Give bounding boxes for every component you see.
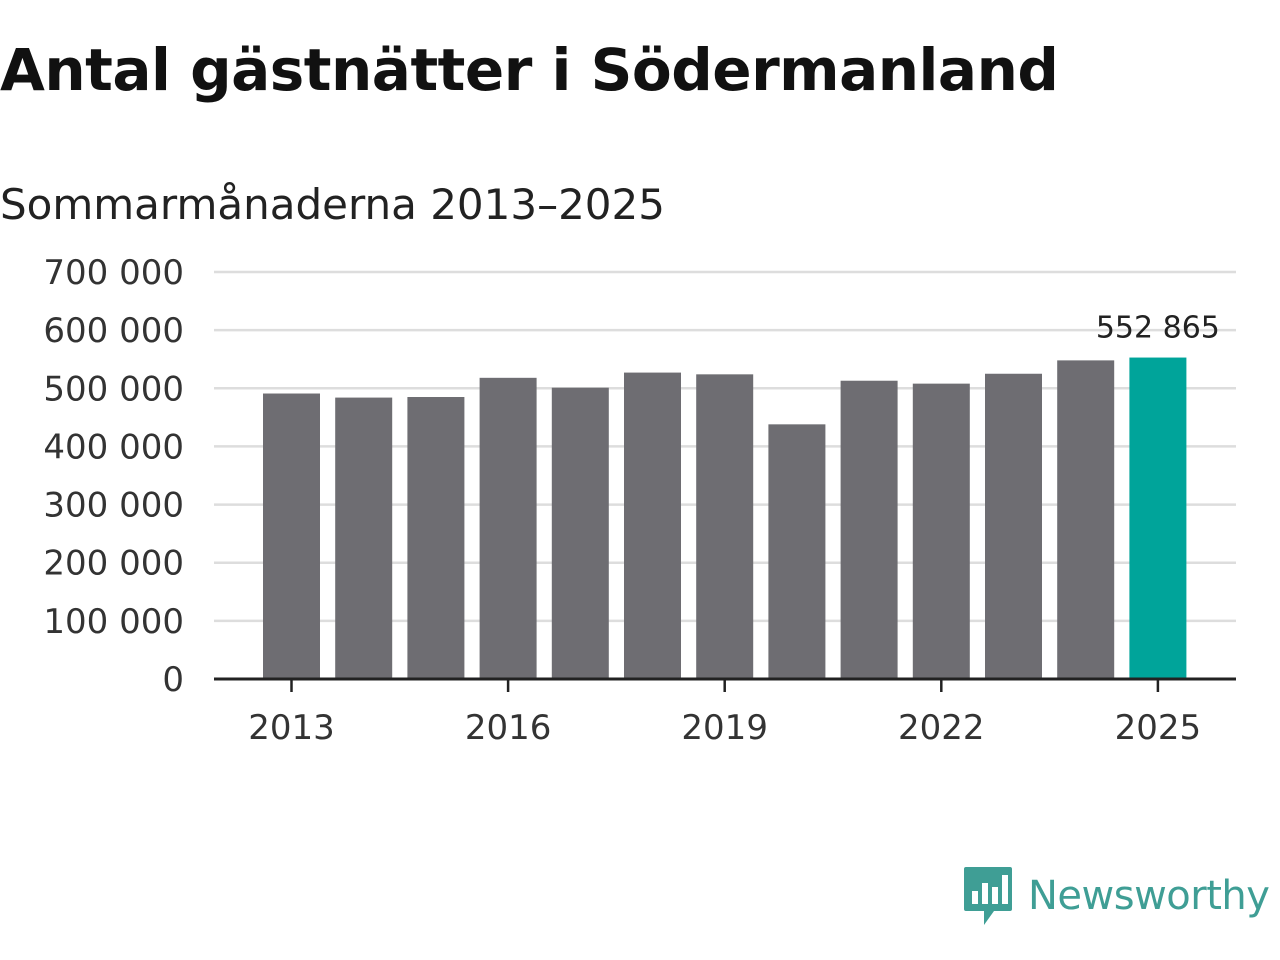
- bar-2016: [479, 377, 537, 679]
- brand-logo: Newsworthy: [962, 864, 1270, 928]
- bar-2021: [840, 380, 898, 679]
- x-tick-label: 2025: [1115, 708, 1202, 748]
- bar-2019: [696, 374, 754, 679]
- bar-2014: [335, 397, 393, 679]
- x-tick-label: 2022: [898, 708, 985, 748]
- x-tick-label: 2019: [681, 708, 768, 748]
- bar-2017: [551, 387, 609, 679]
- bar-2025: [1129, 357, 1187, 679]
- brand-name: Newsworthy: [1028, 873, 1270, 919]
- y-tick-label: 400 000: [43, 427, 184, 467]
- x-tick-labels: 2013 2016 2019 2022 2025: [248, 708, 1201, 748]
- bar-2020: [768, 424, 826, 679]
- y-tick-label: 100 000: [43, 602, 184, 642]
- bar-2015: [407, 397, 465, 679]
- y-tick-label: 200 000: [43, 544, 184, 584]
- y-tick-label: 600 000: [43, 311, 184, 351]
- bar-2023: [985, 373, 1042, 679]
- x-axis: [214, 677, 1236, 692]
- bar-2022: [912, 383, 970, 679]
- x-tick-label: 2016: [465, 708, 552, 748]
- y-tick-label: 500 000: [43, 369, 184, 409]
- chart-subtitle: Sommarmånaderna 2013–2025: [0, 180, 665, 229]
- y-tick-label: 300 000: [43, 486, 184, 526]
- newsworthy-logo-icon: [964, 867, 1012, 925]
- y-tick-label: 0: [162, 660, 184, 700]
- bar-chart: 0 100 000 200 000 300 000 400 000 500 000 600 …: [43, 253, 1236, 748]
- y-tick-labels: 0 100 000 200 000 300 000 400 000 500 000 600 …: [43, 253, 184, 700]
- highlight-value-label: 552 865: [1096, 311, 1220, 346]
- bars: [263, 357, 1187, 679]
- y-tick-label: 700 000: [43, 253, 184, 293]
- bar-2024: [1057, 360, 1115, 679]
- chart-title: Antal gästnätter i Södermanland: [0, 36, 1059, 104]
- x-tick-label: 2013: [248, 708, 335, 748]
- bar-2013: [263, 393, 320, 679]
- bar-2018: [624, 372, 681, 679]
- annotations: 552 865: [1096, 311, 1220, 346]
